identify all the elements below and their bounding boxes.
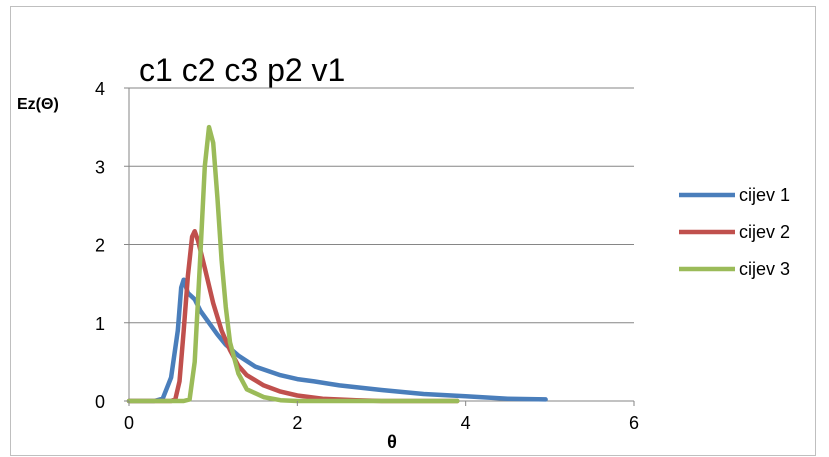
legend-label-2: cijev 2: [739, 222, 790, 242]
y-tick-label: 4: [95, 79, 105, 99]
x-tick-label: 4: [461, 413, 471, 433]
legend-label-3: cijev 3: [739, 259, 790, 279]
line-chart: 0 1 2 3 4 0 2 4 6 c1 c2 c3 p2 v1 Ez(Θ) θ cijev 1…: [17, 52, 790, 452]
legend-label-1: cijev 1: [739, 185, 790, 205]
x-tick-label: 2: [292, 413, 302, 433]
chart-area: 0 1 2 3 4 0 2 4 6 c1 c2 c3 p2 v1 Ez(Θ) θ cijev 1…: [10, 6, 816, 456]
y-tick-label: 0: [95, 392, 105, 412]
y-tick-label: 2: [95, 236, 105, 256]
y-axis-label: Ez(Θ): [17, 96, 59, 113]
chart-title: c1 c2 c3 p2 v1: [139, 52, 345, 88]
x-tick-label: 0: [124, 413, 134, 433]
series-line-3: [126, 124, 460, 404]
series-line-1: [126, 277, 548, 404]
y-tick-label: 1: [95, 314, 105, 334]
series-line-2: [126, 228, 460, 404]
legend: cijev 1 cijev 2 cijev 3: [679, 185, 790, 279]
y-tick-label: 3: [95, 157, 105, 177]
x-axis-label: θ: [387, 432, 397, 452]
x-tick-label: 6: [629, 413, 639, 433]
